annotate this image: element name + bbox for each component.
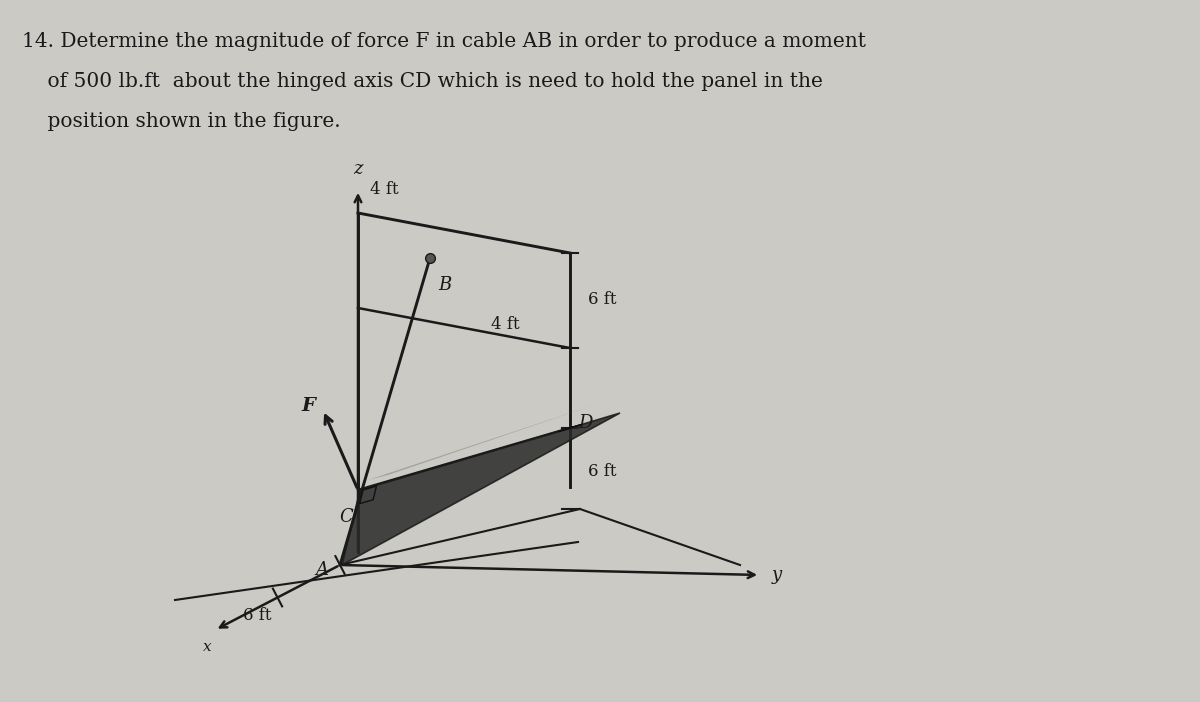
Text: y: y xyxy=(772,566,782,584)
Text: D: D xyxy=(578,414,593,432)
Text: 4 ft: 4 ft xyxy=(370,181,398,198)
Text: A: A xyxy=(314,561,328,579)
Text: x: x xyxy=(203,640,211,654)
Text: z: z xyxy=(353,160,362,178)
Text: B: B xyxy=(438,276,451,294)
Text: 6 ft: 6 ft xyxy=(588,291,617,308)
Text: 4 ft: 4 ft xyxy=(491,316,520,333)
Text: 6 ft: 6 ft xyxy=(244,607,271,625)
Text: 14. Determine the magnitude of force F in cable AB in order to produce a moment: 14. Determine the magnitude of force F i… xyxy=(22,32,866,51)
Polygon shape xyxy=(368,403,600,480)
Text: of 500 lb.ft  about the hinged axis CD which is need to hold the panel in the: of 500 lb.ft about the hinged axis CD wh… xyxy=(22,72,823,91)
Polygon shape xyxy=(342,413,620,565)
Text: C: C xyxy=(340,508,353,526)
Text: position shown in the figure.: position shown in the figure. xyxy=(22,112,341,131)
Text: 6 ft: 6 ft xyxy=(588,463,617,480)
Text: F: F xyxy=(301,397,314,415)
